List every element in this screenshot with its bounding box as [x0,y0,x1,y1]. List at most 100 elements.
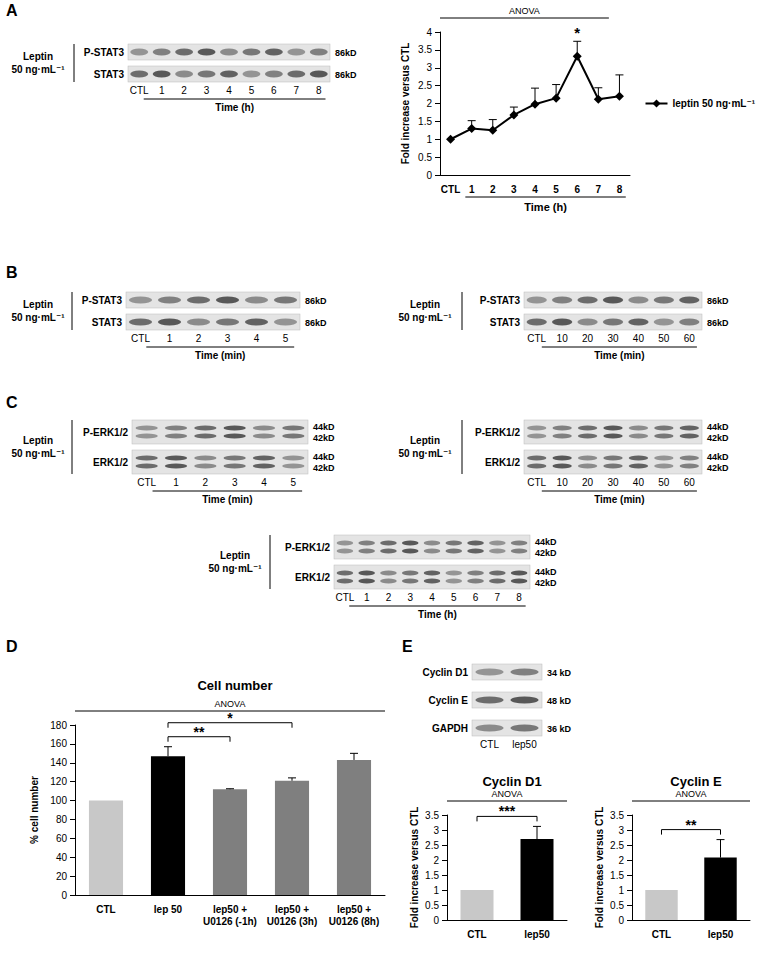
svg-text:Leptin: Leptin [220,550,250,561]
svg-text:**: ** [686,817,697,833]
svg-text:lep 50: lep 50 [154,904,183,915]
svg-text:Fold increase versus CTL: Fold increase versus CTL [409,807,420,929]
svg-text:Time (min): Time (min) [202,494,252,505]
svg-text:Fold increase versus CTL: Fold increase versus CTL [594,807,605,929]
svg-text:44kD: 44kD [313,452,335,462]
svg-text:5: 5 [553,184,559,195]
svg-text:3: 3 [511,184,517,195]
svg-text:2: 2 [203,477,209,488]
svg-text:Time (min): Time (min) [594,350,644,361]
svg-text:0: 0 [618,915,624,926]
svg-text:42kD: 42kD [707,433,729,443]
svg-text:80: 80 [56,814,68,825]
svg-text:50 ng·mL⁻¹: 50 ng·mL⁻¹ [398,312,452,323]
svg-text:4: 4 [426,27,432,38]
svg-text:20: 20 [56,871,68,882]
svg-text:8: 8 [516,592,522,603]
svg-text:6: 6 [574,184,580,195]
svg-text:3.5: 3.5 [610,810,624,821]
svg-text:4: 4 [532,184,538,195]
svg-text:P-STAT3: P-STAT3 [84,47,125,58]
svg-text:2: 2 [386,592,392,603]
svg-text:50 ng·mL⁻¹: 50 ng·mL⁻¹ [398,448,452,459]
svg-text:86kD: 86kD [305,318,327,328]
svg-text:4: 4 [429,592,435,603]
svg-text:P-ERK1/2: P-ERK1/2 [475,427,520,438]
svg-text:**: ** [194,724,205,740]
svg-text:1.5: 1.5 [418,116,432,127]
svg-text:Cell number: Cell number [197,678,272,693]
svg-text:50 ng·mL⁻¹: 50 ng·mL⁻¹ [11,448,65,459]
svg-text:30: 30 [607,477,619,488]
svg-text:P-STAT3: P-STAT3 [480,295,521,306]
svg-text:7: 7 [495,592,501,603]
svg-text:30: 30 [607,333,619,344]
svg-text:3: 3 [204,85,210,96]
svg-text:0.5: 0.5 [610,900,624,911]
svg-text:U0126 (-1h): U0126 (-1h) [203,916,257,927]
svg-text:CTL: CTL [527,333,546,344]
svg-text:U0126 (3h): U0126 (3h) [267,916,318,927]
svg-text:0.5: 0.5 [418,152,432,163]
svg-text:60: 60 [684,477,696,488]
svg-text:CTL: CTL [131,333,150,344]
svg-text:60: 60 [684,333,696,344]
svg-text:6: 6 [271,85,277,96]
svg-text:Leptin: Leptin [23,299,53,310]
svg-text:CTL: CTL [527,477,546,488]
svg-text:CTL: CTL [130,85,149,96]
svg-text:1: 1 [433,885,439,896]
svg-text:0: 0 [433,915,439,926]
svg-text:1.5: 1.5 [425,870,439,881]
svg-text:2.5: 2.5 [425,840,439,851]
svg-text:% cell number: % cell number [29,776,40,844]
svg-text:CTL: CTL [96,904,115,915]
svg-text:lep50: lep50 [512,739,537,750]
svg-text:STAT3: STAT3 [490,317,521,328]
svg-text:3.5: 3.5 [418,44,432,55]
svg-text:42kD: 42kD [535,548,557,558]
svg-text:60: 60 [56,833,68,844]
svg-text:CTL: CTL [467,929,486,940]
svg-text:leptin 50 ng·mL⁻¹: leptin 50 ng·mL⁻¹ [673,98,756,109]
svg-text:42kD: 42kD [707,463,729,473]
svg-text:Time (h): Time (h) [524,201,567,213]
svg-text:U0126 (8h): U0126 (8h) [329,916,380,927]
svg-text:50 ng·mL⁻¹: 50 ng·mL⁻¹ [11,312,65,323]
svg-text:0: 0 [61,890,67,901]
svg-text:2.5: 2.5 [610,840,624,851]
svg-text:3: 3 [407,592,413,603]
svg-text:D: D [6,638,18,655]
svg-text:86kD: 86kD [707,296,729,306]
svg-text:8: 8 [617,184,623,195]
svg-text:7: 7 [294,85,300,96]
svg-text:2: 2 [618,855,624,866]
svg-text:44kD: 44kD [535,567,557,577]
svg-text:120: 120 [50,776,67,787]
svg-text:44kD: 44kD [707,452,729,462]
svg-text:Cyclin E: Cyclin E [429,695,469,706]
svg-text:5: 5 [451,592,457,603]
svg-text:86kD: 86kD [335,48,357,58]
svg-text:Leptin: Leptin [410,435,440,446]
svg-text:50 ng·mL⁻¹: 50 ng·mL⁻¹ [208,563,262,574]
svg-text:P-ERK1/2: P-ERK1/2 [285,542,330,553]
svg-text:5: 5 [291,477,297,488]
svg-text:40: 40 [633,477,645,488]
svg-text:Leptin: Leptin [23,51,53,62]
svg-text:ERK1/2: ERK1/2 [485,457,520,468]
svg-text:2: 2 [433,855,439,866]
svg-text:86kD: 86kD [305,296,327,306]
svg-text:ERK1/2: ERK1/2 [295,572,330,583]
svg-text:2: 2 [196,333,202,344]
svg-text:2: 2 [490,184,496,195]
svg-text:Cyclin D1: Cyclin D1 [422,667,468,678]
svg-text:ANOVA: ANOVA [215,699,246,709]
svg-text:0: 0 [426,170,432,181]
svg-text:1: 1 [469,184,475,195]
svg-text:44kD: 44kD [707,422,729,432]
svg-text:140: 140 [50,757,67,768]
svg-text:ERK1/2: ERK1/2 [93,457,128,468]
svg-text:1: 1 [364,592,370,603]
svg-text:44kD: 44kD [313,422,335,432]
